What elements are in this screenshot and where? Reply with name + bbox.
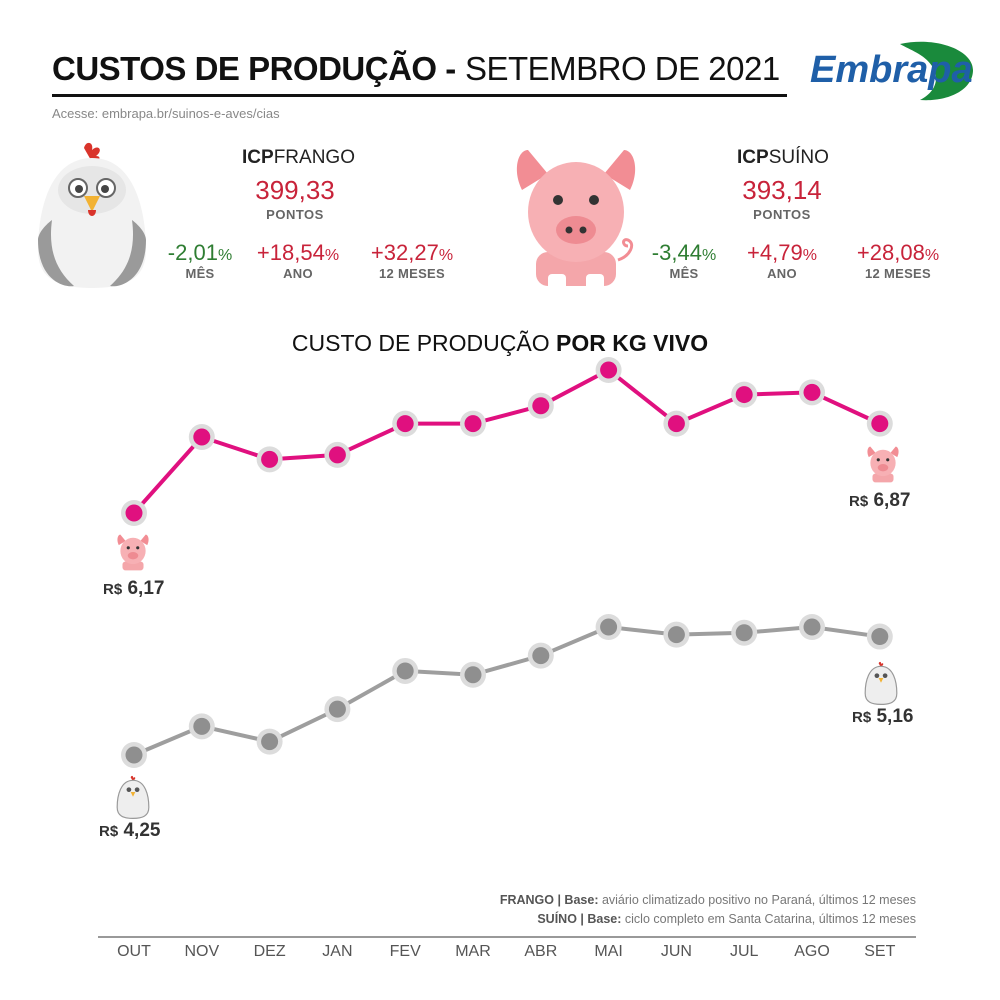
data-point-frango-dez [261,733,279,751]
title-bold: CUSTOS DE PRODUÇÃO - [52,50,456,87]
data-point-frango-jun [667,626,685,644]
icp-suino-unit: PONTOS [753,207,811,222]
x-tick-jul: JUL [730,943,759,960]
footnote-frango: FRANGO | Base: aviário climatizado posit… [499,893,916,907]
suino-metric-mes: -3,44% MÊS [651,240,717,281]
x-tick-nov: NOV [184,943,219,960]
data-point-frango-abr [532,647,550,665]
series-line-suíno [132,367,881,515]
data-point-suíno-ago [803,383,821,401]
frango-metric-ano: +18,54% ANO [256,240,340,281]
footnote-suino: SUÍNO | Base: ciclo completo em Santa Ca… [537,912,916,926]
suino-metric-ano: +4,79% ANO [747,240,817,281]
source-url: Acesse: embrapa.br/suinos-e-aves/cias [52,106,280,121]
icp-suino-label: ICPSUÍNO [737,147,829,168]
icp-frango-value: 399,33 [255,175,335,205]
chart-title: CUSTO DE PRODUÇÃO POR KG VIVO [291,330,709,356]
x-tick-mai: MAI [594,943,622,960]
frango-metric-mes: -2,01% MÊS [167,240,233,281]
data-point-suíno-fev [396,415,414,433]
title-rule [52,94,787,97]
series-line-frango [133,624,881,757]
svg-text:Embrapa: Embrapa [810,49,973,91]
pig-start-icon [117,534,149,571]
data-point-suíno-out [125,504,143,522]
title-light: SETEMBRO DE 2021 [464,50,780,87]
x-tick-set: SET [864,943,895,960]
chicken-start-label: R$ 4,25 [99,820,161,841]
frango-metric-12meses: +32,27% 12 MESES [370,240,454,281]
page-title: CUSTOS DE PRODUÇÃO - SETEMBRO DE 2021 [52,50,780,88]
x-axis-line [98,936,916,938]
pig-end-icon [867,446,899,483]
data-point-suíno-jan [328,446,346,464]
x-tick-mar: MAR [455,943,491,960]
data-point-frango-out [125,746,143,764]
data-point-suíno-jun [667,415,685,433]
chicken-start-icon [116,775,150,819]
data-point-frango-mar [464,666,482,684]
x-tick-abr: ABR [524,943,557,960]
chicken-end-icon [864,661,898,705]
data-point-suíno-dez [261,450,279,468]
data-point-suíno-nov [193,428,211,446]
data-point-frango-ago [803,618,821,636]
icp-frango-label: ICPFRANGO [242,147,355,168]
x-tick-jun: JUN [661,943,692,960]
data-point-frango-set [871,628,889,646]
data-point-frango-nov [193,717,211,735]
data-point-suíno-abr [532,397,550,415]
data-point-frango-jul [735,624,753,642]
x-tick-out: OUT [117,943,151,960]
x-tick-jan: JAN [322,943,352,960]
embrapa-logo: Embrapa [810,41,973,101]
icp-frango-unit: PONTOS [266,207,324,222]
data-point-frango-fev [396,662,414,680]
suino-metric-12meses: +28,08% 12 MESES [856,240,940,281]
pig-end-label: R$ 6,87 [849,490,911,511]
pig-icon [516,150,636,290]
x-tick-fev: FEV [390,943,421,960]
data-point-frango-mai [600,618,618,636]
x-tick-dez: DEZ [254,943,286,960]
chicken-icon [38,142,146,288]
data-point-frango-jan [328,700,346,718]
x-tick-ago: AGO [794,943,830,960]
data-point-suíno-mai [600,361,618,379]
pig-start-label: R$ 6,17 [103,578,165,599]
data-point-suíno-jul [735,386,753,404]
data-point-suíno-mar [464,415,482,433]
chicken-end-label: R$ 5,16 [852,706,914,727]
icp-suino-value: 393,14 [742,175,822,205]
data-point-suíno-set [871,415,889,433]
